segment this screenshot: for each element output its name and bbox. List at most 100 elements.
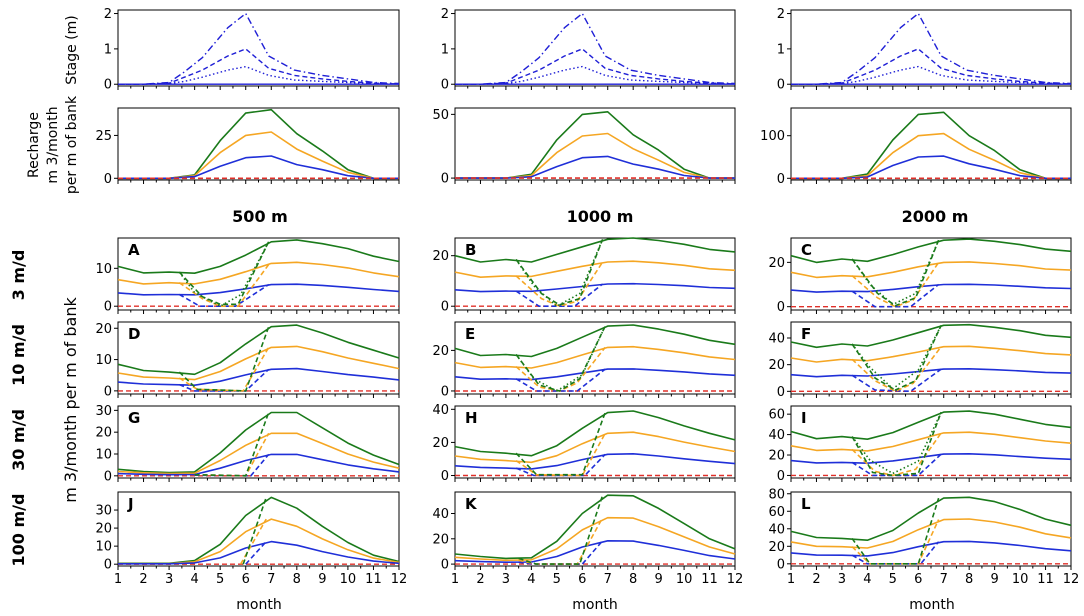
stage-2-ytick-label: 0 [441,78,449,93]
stage-2-stage-dashdot [455,12,736,85]
panel-G-green-line [117,411,400,474]
panel-E-blue-line [454,368,736,381]
panel-D-green-line [117,324,400,376]
stage-3-ytick-label: 1 [777,42,785,57]
panel-A-blue-dash-line [178,283,270,308]
panel-A-green-dot-line [178,241,270,308]
panel-E-ytick-label: 20 [432,344,449,359]
panel-L-xtick-label: 3 [838,572,846,587]
panel-I-green-dot-line [851,411,942,475]
panel-H-letter: H [465,409,478,427]
panel-K-xtick-label: 5 [553,572,561,587]
panel-E-letter: E [465,325,475,343]
panel-A-blue-line [117,283,400,296]
panel-L-xtick-label: 7 [940,572,948,587]
stage-1-stage-dotted [118,65,400,85]
panel-E-frame [454,321,736,395]
panel-L-ytick-label: 60 [768,505,785,520]
text-layer: Stage (m) Recharge m 3/month per m of ba… [9,7,1079,613]
panel-J-xtick-label: 9 [318,572,326,587]
panel-L-letter: L [801,495,811,513]
panel-H-blue-line [454,452,736,470]
recharge-2-frame [454,107,736,181]
row-label-3md: 3 m/d [9,250,28,301]
stage-3-ytick-label: 2 [777,7,785,22]
recharge-1-green-line [118,108,399,180]
panel-H-orange-dash-line [515,432,606,477]
panel-E-green-dot-line [515,325,606,392]
panel-C-ytick-label: 0 [777,300,785,315]
stage-1-ytick-label: 2 [104,7,112,22]
recharge-ylabel-line2: m 3/month [45,106,61,183]
panel-B-green-dot-line [515,238,604,308]
panel-L-xtick-label: 10 [1012,572,1029,587]
recharge-2-green-line [455,111,735,179]
panel-K-ytick-label: 20 [432,532,449,547]
panel-B-orange-dash-line [515,261,604,308]
panel-G-letter: G [128,409,140,427]
panel-C-ytick-label: 20 [768,256,785,271]
xlabel-col1: month [236,597,281,613]
panel-D-blue-dash-line [178,368,270,392]
panel-L-xtick-label: 12 [1063,572,1080,587]
recharge-3-ytick-label: 100 [760,129,785,144]
column-title-500m: 500 m [232,207,288,226]
panel-G-ytick-label: 20 [95,426,112,441]
panel-L-ytick-label: 20 [768,540,785,555]
panel-L-green-line [790,496,1072,542]
panel-L-blue-line [790,540,1072,557]
panel-E-orange-line [454,345,736,369]
recharge-3-ytick-label: 0 [777,172,785,187]
stage-2-frame [454,9,736,87]
panel-J-xtick-label: 4 [190,572,198,587]
panel-H-ytick-label: 0 [441,469,449,484]
panel-J-xtick-label: 12 [391,572,408,587]
panel-E-ytick-label: 0 [441,384,449,399]
panel-C-orange-line [790,261,1072,279]
panel-B-ytick-label: 20 [432,249,449,264]
panel-A-orange-dash-line [178,264,270,308]
column-title-2000m: 2000 m [902,207,969,226]
panel-J-green-dash-line [242,497,267,565]
panel-B-ytick-label: 0 [441,300,449,315]
lines-layer [117,12,1072,565]
stage-2-stage-dotted [455,65,736,85]
panel-G-ytick-label: 0 [104,469,112,484]
panel-B-orange-line [454,260,736,279]
panel-K-orange-dash-line [518,517,604,565]
panel-J-ytick-label: 10 [95,540,112,555]
panel-L-xtick-label: 9 [990,572,998,587]
panel-L-orange-dash-line [851,519,940,565]
recharge-2-orange-line [455,132,735,179]
panel-H-ytick-label: 40 [432,403,449,418]
panel-K-xtick-label: 2 [476,572,484,587]
panel-C-blue-dash-line [851,283,940,308]
panel-J-ytick-label: 30 [95,504,112,519]
panel-J-xtick-label: 1 [114,572,122,587]
panel-G-blue-line [117,453,400,476]
panel-H-green-dash-line [515,412,606,476]
panel-C-green-line [790,238,1072,264]
panel-K-xtick-label: 8 [629,572,637,587]
recharge-ylabel-line3: per m of bank [64,95,80,194]
stage-2-ytick-label: 2 [441,7,449,22]
panel-L-xtick-label: 5 [889,572,897,587]
panel-K-letter: K [465,495,478,513]
panel-F-green-dot-line [851,324,942,390]
stage-3-ytick-label: 0 [777,78,785,93]
panel-J-xtick-label: 6 [242,572,250,587]
stage-1-stage-dashdot [118,12,400,85]
recharge-3-blue-line [791,155,1071,180]
panel-L-xtick-label: 6 [914,572,922,587]
panel-C-blue-line [790,283,1072,293]
panel-J-letter: J [127,495,134,513]
panel-C-letter: C [801,241,812,259]
panel-K-ytick-label: 0 [441,558,449,573]
stage-2-stage-dashed [455,48,736,85]
panel-H-green-line [454,410,736,457]
panel-I-ytick-label: 40 [768,428,785,443]
panel-F-green-dash-line [851,324,942,391]
panel-F-blue-dash-line [851,368,942,393]
xlabel-col2: month [572,597,617,613]
stage-3-stage-dashed [791,48,1072,85]
